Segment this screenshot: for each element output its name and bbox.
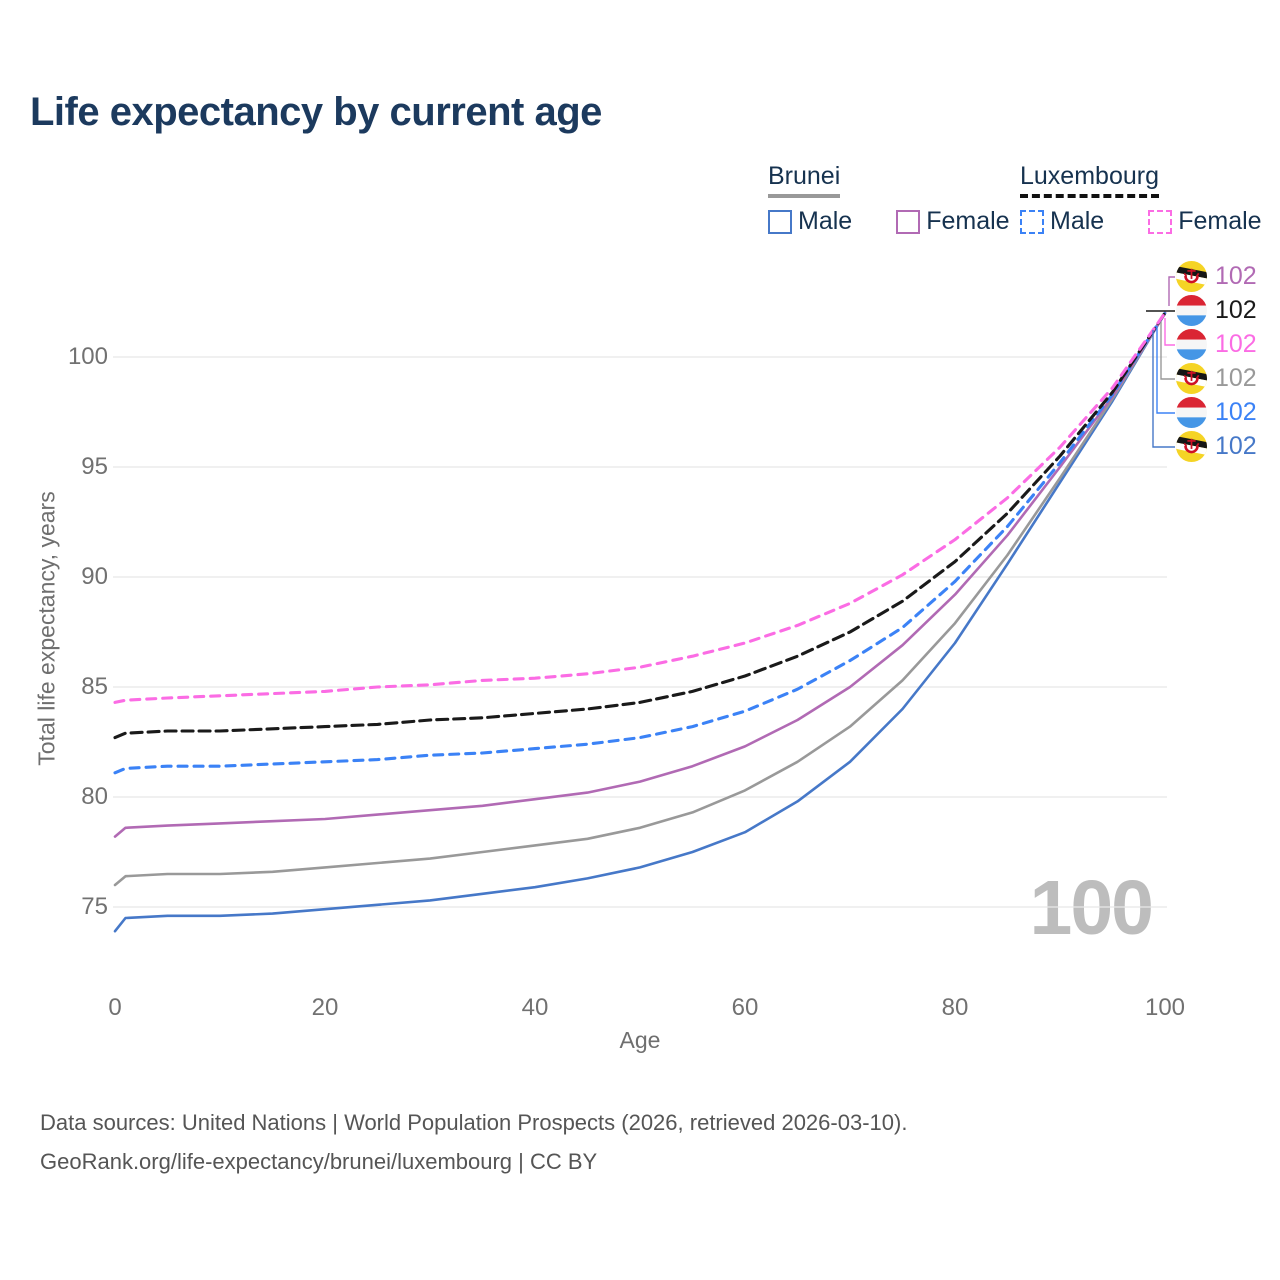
line-luxembourg-female [113,311,1167,704]
luxembourg-flag-icon [1176,397,1207,428]
legend-label-luxembourg-male: Male [1050,207,1105,235]
end-label-luxembourg-female: 102 [1176,329,1257,360]
x-tick-0: 0 [108,994,122,1021]
y-tick-85: 85 [81,673,108,700]
end-value: 102 [1215,432,1257,460]
leader-line-0 [1168,276,1175,306]
y-tick-90: 90 [81,563,108,590]
end-value: 102 [1215,296,1257,324]
line-luxembourg-male [113,311,1167,775]
luxembourg-male-swatch-icon [1020,209,1044,234]
brunei-flag-icon [1176,261,1207,292]
x-tick-40: 40 [521,994,549,1021]
x-tick-60: 60 [731,994,759,1021]
end-label-brunei-female: 102 [1176,261,1257,292]
legend-item-luxembourg-male[interactable]: Male [1020,207,1104,236]
line-brunei-male [113,311,1167,933]
end-value: 102 [1215,398,1257,426]
x-tick-20: 20 [311,994,339,1021]
legend-label-brunei-female: Female [926,207,1010,235]
line-brunei-total [113,311,1167,887]
line-brunei-female [113,311,1167,838]
legend-label-brunei-male: Male [798,207,853,235]
legend-item-brunei-female[interactable]: Female [896,207,1010,236]
brunei-female-swatch-icon [896,209,921,234]
leader-line-2 [1164,318,1175,346]
legend-items-luxembourg: Male Female [1020,207,1262,236]
end-label-luxembourg: 102 [1176,295,1257,326]
luxembourg-flag-icon [1176,295,1207,326]
y-axis-title: Total life expectancy, years [33,491,60,766]
y-tick-100: 100 [67,343,108,370]
footer-data-sources: Data sources: United Nations | World Pop… [40,1110,908,1135]
end-value: 102 [1215,364,1257,392]
brunei-flag-icon [1176,431,1207,462]
footer-attribution[interactable]: GeoRank.org/life-expectancy/brunei/luxem… [40,1149,598,1174]
end-label-brunei-male: 102 [1176,431,1257,462]
end-value: 102 [1215,262,1257,290]
brunei-male-swatch-icon [768,209,792,234]
x-axis-title: Age [619,1027,661,1053]
legend-group-brunei: Brunei Male Female [768,162,1010,236]
plot-area [113,276,1175,933]
legend-items-brunei: Male Female [768,207,1010,236]
leader-line-5 [1152,330,1175,448]
luxembourg-flag-icon [1176,329,1207,360]
y-tick-75: 75 [81,893,108,920]
current-age-watermark: 100 [1029,865,1154,951]
legend-group-title-luxembourg[interactable]: Luxembourg [1020,162,1159,198]
y-tick-95: 95 [81,453,108,480]
legend-item-brunei-male[interactable]: Male [768,207,852,236]
legend-label-luxembourg-female: Female [1178,207,1262,235]
end-label-luxembourg-male: 102 [1176,397,1257,428]
leader-line-4 [1156,326,1175,414]
x-tick-80: 80 [941,994,969,1021]
page-title: Life expectancy by current age [30,90,602,134]
legend-group-title-brunei[interactable]: Brunei [768,162,841,198]
leader-line-3 [1160,322,1175,380]
luxembourg-female-swatch-icon [1148,209,1173,234]
legend-group-luxembourg: Luxembourg Male Female [1020,162,1262,236]
end-label-brunei: 102 [1176,363,1257,394]
x-tick-100: 100 [1144,994,1186,1021]
end-value: 102 [1215,330,1257,358]
line-luxembourg-total [113,311,1167,740]
y-tick-80: 80 [81,783,108,810]
legend-item-luxembourg-female[interactable]: Female [1148,207,1262,236]
brunei-flag-icon [1176,363,1207,394]
